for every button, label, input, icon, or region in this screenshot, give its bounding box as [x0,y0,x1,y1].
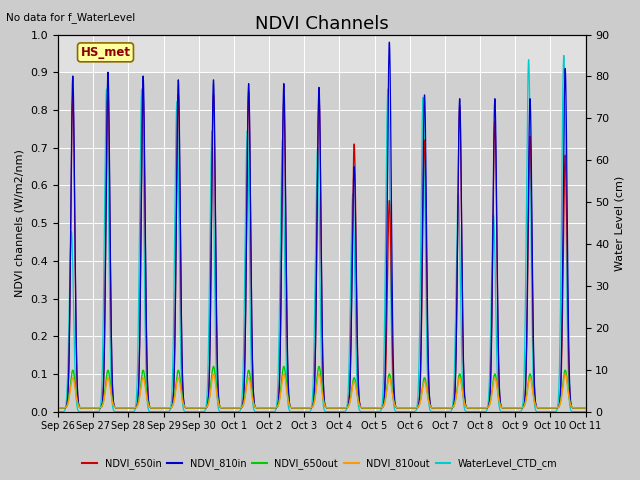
Text: HS_met: HS_met [81,46,131,59]
Title: NDVI Channels: NDVI Channels [255,15,388,33]
Bar [58,35,586,72]
Y-axis label: NDVI channels (W/m2/nm): NDVI channels (W/m2/nm) [15,149,25,297]
Text: No data for f_WaterLevel: No data for f_WaterLevel [6,12,136,23]
Legend: NDVI_650in, NDVI_810in, NDVI_650out, NDVI_810out, WaterLevel_CTD_cm: NDVI_650in, NDVI_810in, NDVI_650out, NDV… [78,454,562,473]
Y-axis label: Water Level (cm): Water Level (cm) [615,176,625,271]
